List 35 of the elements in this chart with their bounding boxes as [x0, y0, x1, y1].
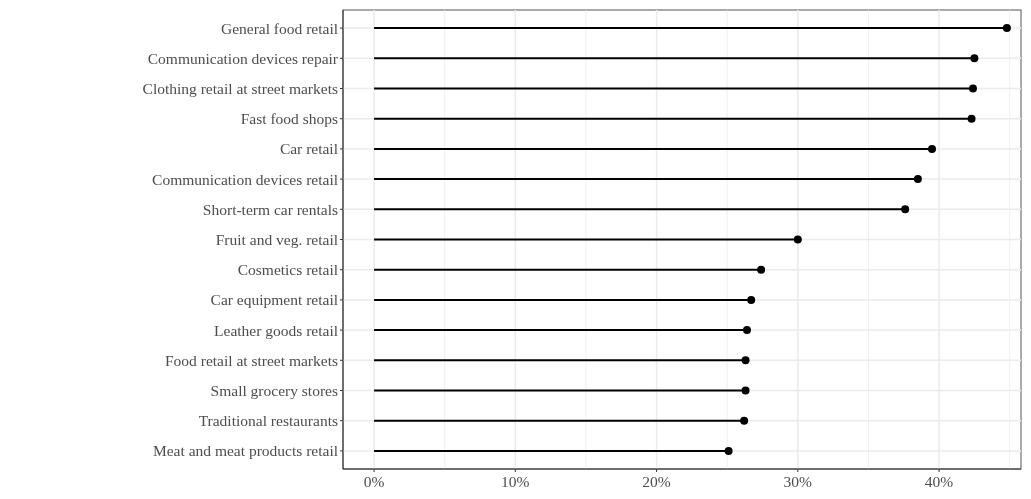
y-tick-label: Short-term car rentals [202, 200, 338, 218]
point [741, 386, 750, 395]
point [1002, 24, 1011, 33]
point [913, 175, 922, 184]
point [757, 265, 766, 274]
y-tick-label: General food retail [220, 19, 338, 37]
point [724, 446, 733, 455]
y-tick-label: Clothing retail at street markets [142, 79, 338, 97]
y-tick-label: Traditional restaurants [198, 412, 338, 430]
x-tick-label: 10% [501, 473, 530, 490]
point [793, 235, 802, 244]
point [970, 54, 979, 63]
x-tick-label: 20% [642, 473, 671, 490]
point [968, 84, 977, 93]
point [928, 144, 937, 153]
x-tick-label: 40% [924, 473, 954, 490]
point [901, 205, 910, 214]
y-tick-label: Leather goods retail [214, 321, 338, 339]
point [742, 326, 751, 335]
y-tick-label: Fast food shops [240, 110, 338, 128]
point [741, 356, 750, 365]
y-tick-label: Communication devices retail [152, 170, 338, 188]
y-tick-label: Cosmetics retail [237, 261, 338, 279]
point [967, 114, 976, 123]
point [747, 295, 756, 304]
y-tick-label: Meat and meat products retail [152, 442, 338, 460]
x-tick-label: 0% [363, 473, 385, 490]
y-tick-label: Fruit and veg. retail [215, 230, 338, 248]
point [740, 416, 749, 425]
y-tick-label: Small grocery stores [210, 381, 338, 399]
y-tick-label: Car retail [279, 140, 338, 158]
y-tick-label: Car equipment retail [210, 291, 338, 309]
y-tick-label: Communication devices repair [147, 49, 339, 67]
y-tick-label: Food retail at street markets [164, 351, 338, 369]
x-tick-label: 30% [783, 473, 813, 490]
